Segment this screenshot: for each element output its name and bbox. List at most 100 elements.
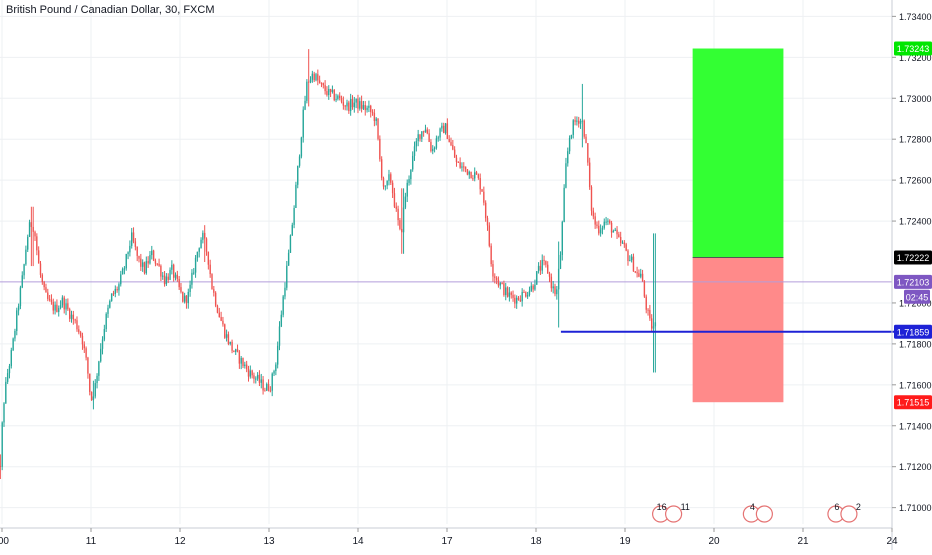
candle-body-70 — [121, 268, 124, 275]
candle-body-269 — [484, 202, 487, 219]
candle-body-118 — [209, 264, 211, 275]
candle-body-218 — [391, 182, 394, 194]
candle-body-196 — [351, 98, 354, 108]
candle-body-262 — [472, 178, 474, 180]
candle-body-361 — [652, 326, 655, 329]
y-tick-label-1: 1.73200 — [899, 53, 932, 63]
event-count-2: 6 — [834, 502, 839, 512]
candle-body-149 — [266, 384, 268, 391]
candle-body-56 — [96, 375, 98, 384]
candle-body-168 — [300, 137, 303, 157]
candle-body-319 — [576, 120, 578, 122]
candle-body-216 — [388, 174, 390, 181]
candle-body-260 — [468, 171, 470, 175]
candle-body-44 — [74, 319, 76, 321]
candle-body-122 — [216, 305, 219, 313]
candle-body-177 — [317, 74, 319, 81]
candle-body-133 — [236, 349, 239, 352]
x-tick-label-5: 17 — [441, 536, 453, 547]
y-axis: 1.73400 1.73200 1.73000 1.72800 1.72600 1.724… — [891, 0, 932, 550]
candle-body-301 — [543, 259, 545, 261]
candle-body-324 — [585, 136, 587, 144]
candle-body-253 — [455, 157, 458, 162]
candle-body-24 — [37, 250, 40, 264]
candle-body-329 — [594, 216, 596, 225]
x-tick-label-2: 12 — [174, 536, 186, 547]
candle-body-278 — [501, 283, 503, 285]
candle-body-126 — [224, 324, 226, 338]
candle-body-129 — [229, 341, 231, 344]
candle-body-23 — [36, 236, 38, 251]
price-label-bg-3 — [904, 289, 930, 304]
candle-body-92 — [162, 275, 164, 277]
candle-body-241 — [433, 147, 436, 150]
candle-body-161 — [287, 252, 290, 266]
candle-body-50 — [85, 348, 87, 358]
candle-body-331 — [598, 225, 600, 234]
candle-body-222 — [399, 220, 401, 229]
candle-body-53 — [90, 391, 93, 401]
candle-body-295 — [532, 285, 534, 290]
candle-body-354 — [640, 273, 642, 277]
candle-body-160 — [286, 265, 288, 288]
candle-body-27 — [43, 282, 45, 288]
candle-body-190 — [340, 98, 343, 102]
candle-body-174 — [311, 73, 314, 80]
candle-body-10 — [12, 338, 14, 351]
candle-body-258 — [464, 166, 467, 170]
candle-body-68 — [118, 284, 120, 291]
candle-body-307 — [554, 286, 556, 295]
candle-body-47 — [79, 332, 82, 336]
candle-body-55 — [94, 383, 96, 397]
candle-body-186 — [333, 89, 335, 101]
candle-body-291 — [525, 292, 527, 297]
candle-body-252 — [453, 149, 456, 158]
candle-body-274 — [494, 276, 496, 278]
candle-body-210 — [377, 118, 379, 139]
candle-body-341 — [616, 229, 618, 235]
chart-title: British Pound / Canadian Dollar, 30, FXC… — [6, 4, 215, 16]
candle-body-148 — [264, 390, 266, 392]
candle-body-61 — [105, 313, 107, 329]
candle-body-41 — [68, 309, 71, 319]
candle-body-78 — [136, 246, 138, 256]
candle-body-37 — [61, 297, 64, 306]
candle-body-308 — [556, 289, 558, 295]
candle-body-155 — [276, 345, 279, 365]
candle-body-108 — [191, 272, 193, 285]
candle-body-296 — [534, 284, 536, 290]
candle-body-74 — [129, 245, 131, 253]
candle-body-242 — [435, 138, 438, 148]
x-tick-label-3: 13 — [263, 536, 275, 547]
candle-body-293 — [528, 290, 531, 295]
candle-body-134 — [238, 351, 241, 364]
candle-body-270 — [486, 218, 489, 226]
candle-body-128 — [227, 334, 230, 344]
candle-body-309 — [557, 268, 560, 290]
candle-body-238 — [428, 133, 430, 142]
candle-body-32 — [52, 301, 54, 311]
candle-body-277 — [499, 283, 501, 286]
candle-body-139 — [247, 369, 250, 377]
candle-body-268 — [483, 191, 485, 203]
candle-body-265 — [477, 174, 480, 179]
candle-body-283 — [510, 292, 512, 295]
candle-body-181 — [324, 85, 326, 92]
candle-body-42 — [70, 314, 73, 319]
candle-body-94 — [165, 276, 168, 285]
candle-body-165 — [295, 184, 297, 208]
candle-body-9 — [10, 350, 13, 367]
candle-body-244 — [439, 128, 441, 138]
price-label-bg-1 — [894, 250, 932, 265]
candle-body-141 — [251, 370, 253, 376]
candle-body-119 — [211, 274, 213, 290]
candle-body-306 — [552, 286, 554, 289]
candle-body-57 — [98, 361, 100, 376]
candle-body-233 — [419, 134, 421, 139]
candle-body-231 — [415, 141, 418, 147]
candle-body-35 — [58, 308, 60, 312]
candle-body-362 — [654, 322, 657, 327]
candle-body-246 — [443, 125, 445, 134]
price-label-bg-0 — [894, 41, 932, 56]
